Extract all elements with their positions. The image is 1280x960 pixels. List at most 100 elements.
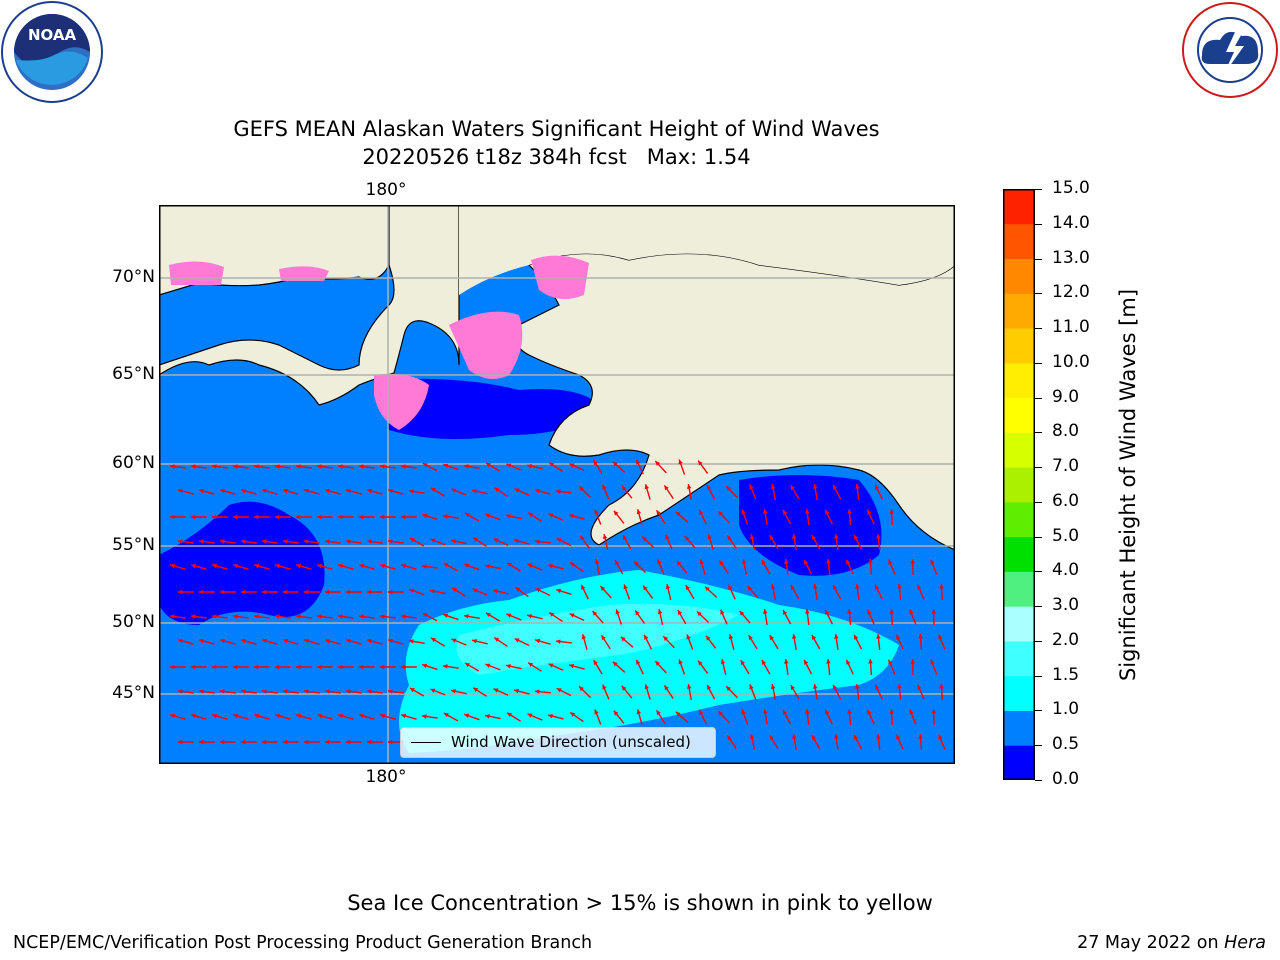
wave-direction-arrowhead [581, 584, 586, 590]
wave-direction-arrowhead [726, 686, 731, 692]
wave-direction-arrowhead [867, 709, 872, 715]
wave-direction-arrowhead [549, 462, 555, 467]
wave-direction-arrowhead [548, 713, 553, 719]
noaa-logo-text: NOAA [28, 26, 77, 44]
sea-ice-note: Sea Ice Concentration > 15% is shown in … [347, 891, 933, 915]
wave-direction-arrowhead [178, 638, 184, 644]
wave-direction-arrowhead [847, 709, 852, 714]
wave-direction-arrowhead [338, 563, 344, 569]
wave-direction-arrowhead [805, 609, 810, 614]
colorbar-tick-mark [1035, 432, 1042, 434]
wave-direction-arrowhead [485, 513, 491, 518]
wave-direction-arrowhead [367, 638, 373, 644]
mid-wave-zone-light [456, 603, 739, 675]
wave-direction-arrowhead [833, 684, 838, 690]
footer-credit: NCEP/EMC/Verification Post Processing Pr… [13, 933, 593, 953]
legend-line-sample [411, 742, 441, 743]
lon-label-bottom: 180° [365, 767, 407, 787]
colorbar-tick-label: 8.0 [1052, 421, 1080, 442]
wave-direction-arrowhead [656, 710, 661, 716]
wave-direction-arrowhead [897, 584, 902, 589]
wave-direction-arrowhead [579, 486, 584, 492]
wave-direction-arrowhead [612, 661, 618, 667]
colorbar-frame [1003, 189, 1035, 780]
wave-direction-arrowhead [232, 664, 238, 670]
wave-direction-arrowhead [295, 464, 301, 469]
wave-direction-arrowhead [699, 709, 704, 715]
wave-direction-arrowhead [464, 513, 470, 518]
wave-direction-arrowhead [740, 660, 745, 666]
wave-direction-arrowhead [219, 689, 225, 694]
wave-direction-arrowhead [232, 614, 238, 619]
wave-direction-arrowhead [790, 685, 796, 691]
wave-direction-arrowhead [719, 560, 724, 566]
graticule [159, 205, 955, 764]
wave-direction-arrowhead [783, 709, 788, 715]
colorbar-segment [1003, 189, 1035, 225]
wave-direction-arrowhead [219, 739, 225, 745]
wave-direction-arrowhead [262, 488, 268, 494]
wave-direction-arrowhead [855, 484, 860, 489]
wave-direction-arrowhead [910, 659, 915, 664]
wave-direction-arrowhead [888, 559, 893, 565]
colorbar-segment [1003, 293, 1035, 329]
colorbar-segment [1003, 223, 1035, 260]
wave-direction-arrowhead [240, 589, 246, 595]
wave-direction-arrowhead [601, 635, 606, 641]
chart-title: GEFS MEAN Alaskan Waters Significant Hei… [233, 117, 880, 141]
wave-direction-arrowhead [868, 659, 873, 664]
wave-direction-arrowhead [177, 539, 183, 544]
wave-direction-arrowhead [644, 484, 650, 490]
wave-direction-arrowhead [282, 689, 288, 694]
nws-logo [1180, 0, 1280, 100]
wave-direction-arrowhead [548, 563, 553, 569]
wave-direction-arrowhead [494, 487, 500, 492]
wave-direction-arrowhead [763, 509, 768, 514]
wave-direction-arrowhead [422, 513, 428, 519]
wave-direction-arrowhead [296, 563, 302, 569]
wave-direction-arrowhead [769, 635, 774, 641]
colorbar-tick-label: 11.0 [1052, 317, 1090, 338]
wave-direction-arrowhead [720, 659, 726, 665]
colorbar-tick-label: 7.0 [1052, 456, 1080, 477]
colorbar-tick-label: 14.0 [1052, 212, 1090, 233]
wave-direction-arrowhead [833, 484, 838, 490]
footer-host: Hera [1224, 933, 1266, 953]
wave-direction-arrowhead [917, 584, 922, 590]
wave-direction-arrowhead [917, 684, 922, 690]
wave-direction-arrowhead [620, 636, 626, 642]
wave-direction-arrowhead [191, 563, 197, 569]
wave-height-map [158, 204, 956, 764]
wave-direction-arrowhead [324, 589, 330, 595]
wave-direction-arrowhead [506, 463, 512, 468]
wave-direction-arrowhead [685, 585, 690, 591]
wave-direction-arrowhead [613, 510, 619, 516]
wave-direction-arrowhead [198, 539, 204, 544]
wave-direction-arrowhead [555, 639, 561, 644]
wave-direction-arrowhead [464, 663, 470, 668]
wave-direction-arrowhead [379, 514, 385, 520]
wave-direction-arrowhead [261, 539, 267, 544]
wave-direction-arrowhead [664, 685, 669, 691]
wave-direction-arrowhead [337, 614, 343, 619]
wave-direction-arrowhead [663, 636, 669, 641]
wave-direction-arrowhead [826, 659, 831, 664]
wave-direction-arrowhead [262, 638, 268, 644]
wave-direction-arrowhead [826, 559, 831, 564]
wave-direction-arrowhead [211, 614, 217, 619]
colorbar-tick-label: 0.0 [1052, 769, 1080, 789]
colorbar-tick-label: 3.0 [1052, 595, 1080, 616]
wave-direction-arrowhead [507, 562, 513, 568]
wave-direction-arrowhead [698, 660, 703, 666]
colorbar-segment [1003, 501, 1035, 538]
wave-direction-arrowhead [514, 638, 520, 643]
colorbar-segment [1003, 397, 1035, 433]
wave-direction-arrowhead [169, 664, 175, 670]
colorbar-tick-mark [1035, 675, 1042, 677]
wave-direction-arrowhead [366, 689, 372, 694]
wave-direction-arrowhead [569, 663, 574, 669]
wave-direction-arrowhead [847, 509, 852, 514]
wave-direction-arrowhead [548, 663, 554, 668]
wave-direction-arrowhead [930, 659, 935, 665]
wave-direction-arrowhead [358, 464, 364, 469]
